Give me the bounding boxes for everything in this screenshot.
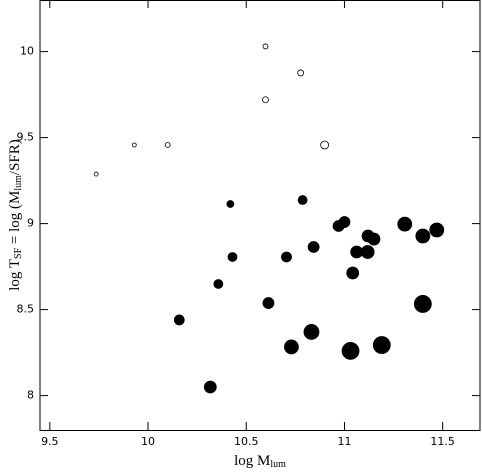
x-tick-label: 11 bbox=[337, 435, 351, 448]
point bbox=[131, 142, 137, 148]
label-part: /SFR) bbox=[7, 139, 23, 175]
y-tick-label: 9 bbox=[27, 217, 34, 230]
y-tick-label: 9.5 bbox=[17, 131, 35, 144]
point bbox=[320, 140, 330, 150]
x-axis-label: log Mlum bbox=[234, 453, 286, 469]
label-part: lum bbox=[13, 175, 24, 191]
x-tick-label: 10.5 bbox=[234, 435, 259, 448]
label-part: log T bbox=[7, 259, 23, 291]
point bbox=[213, 279, 224, 289]
point bbox=[303, 324, 320, 340]
point bbox=[346, 266, 360, 280]
point bbox=[93, 171, 99, 177]
point bbox=[413, 295, 432, 313]
point bbox=[227, 252, 238, 262]
point bbox=[262, 96, 269, 104]
point bbox=[429, 222, 445, 238]
point bbox=[281, 251, 292, 263]
label-part: lum bbox=[270, 459, 286, 470]
y-tick-label: 8 bbox=[27, 389, 34, 402]
x-tick-label: 11.5 bbox=[430, 435, 455, 448]
y-tick-label: 8.5 bbox=[17, 303, 35, 316]
x-tick-label: 9.5 bbox=[41, 435, 59, 448]
point bbox=[367, 232, 381, 246]
point bbox=[372, 336, 391, 354]
point bbox=[164, 142, 171, 148]
point bbox=[262, 297, 275, 309]
point bbox=[341, 341, 360, 360]
point bbox=[307, 241, 320, 253]
y-tick-label: 10 bbox=[20, 45, 34, 58]
point bbox=[297, 69, 305, 77]
label-part: = log (M bbox=[7, 191, 23, 248]
x-tick-label: 10 bbox=[141, 435, 155, 448]
point bbox=[203, 380, 217, 394]
point bbox=[415, 228, 431, 244]
plot-frame bbox=[39, 0, 481, 431]
point bbox=[226, 200, 235, 208]
point bbox=[262, 43, 269, 50]
point bbox=[297, 195, 308, 205]
point bbox=[173, 314, 185, 326]
point bbox=[397, 216, 413, 232]
label-part: log M bbox=[234, 453, 270, 469]
y-axis-label: log TSF = log (Mlum/SFR) bbox=[7, 139, 23, 291]
label-part: SF bbox=[13, 247, 24, 259]
point bbox=[338, 216, 351, 228]
point bbox=[284, 339, 299, 355]
point bbox=[360, 245, 375, 259]
